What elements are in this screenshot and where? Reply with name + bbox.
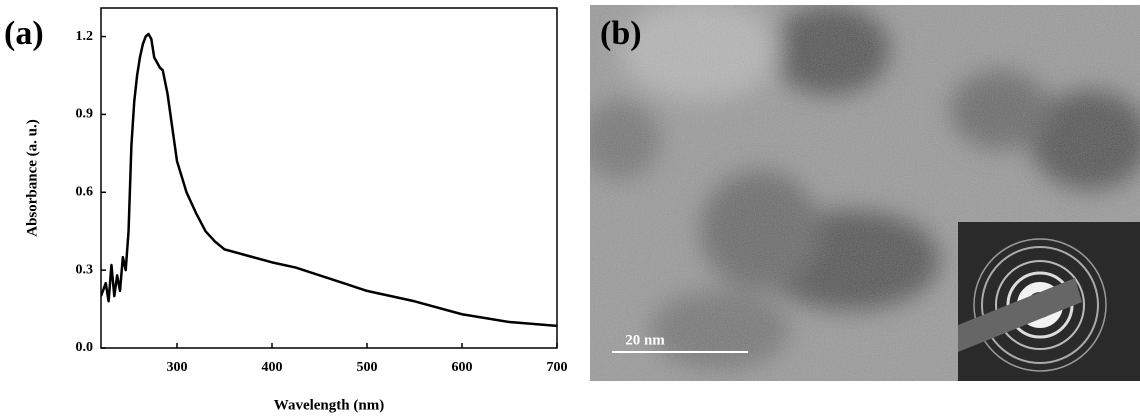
tem-image (580, 0, 1140, 381)
y-axis-title: Absorbance (a. u.) (24, 119, 40, 237)
panel-label: (b) (600, 15, 642, 52)
panel-label: (a) (4, 15, 44, 52)
y-tick-label: 0.3 (76, 262, 94, 277)
x-tick-label: 500 (357, 360, 378, 375)
y-tick-label: 1.2 (76, 29, 94, 44)
plot-frame (101, 8, 557, 348)
x-axis-title: Wavelength (nm) (274, 397, 384, 413)
x-tick-label: 400 (262, 360, 283, 375)
figure: (a) Wavelength (nm) Absorbance (a. u.) 3… (0, 0, 1140, 418)
x-tick-label: 600 (452, 360, 473, 375)
x-tick-label: 700 (547, 360, 568, 375)
x-tick-label: 300 (167, 360, 188, 375)
data-line (101, 34, 557, 326)
y-tick-label: 0.6 (76, 184, 94, 199)
y-tick-label: 0.0 (76, 340, 94, 355)
y-tick-label: 0.9 (76, 107, 94, 122)
scale-bar-label: 20 nm (625, 332, 665, 348)
